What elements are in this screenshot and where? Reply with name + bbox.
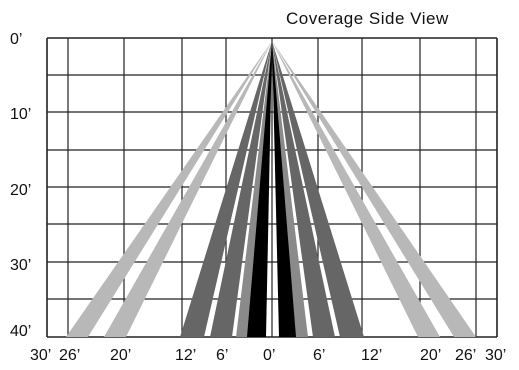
width-label-left-26: 26’ [59, 347, 80, 364]
depth-label-20: 20’ [10, 182, 31, 199]
beam-middle-left-2 [210, 41, 272, 337]
depth-label-10: 10’ [10, 106, 31, 123]
beam-outer-right-2 [272, 41, 440, 337]
width-label-right-26: 26’ [455, 347, 476, 364]
beam-inner-left [236, 41, 272, 337]
beam-middle-left-1 [180, 41, 272, 337]
depth-label-40: 40’ [10, 323, 31, 340]
width-label-right-6: 6’ [313, 347, 325, 364]
beam-outer-right-1 [272, 41, 476, 337]
beam-outer-left-1 [66, 41, 272, 337]
beam-inner-right [272, 41, 308, 337]
width-label-right-30: 30’ [485, 347, 506, 364]
diagram-title: Coverage Side View [286, 9, 449, 28]
depth-label-30: 30’ [10, 257, 31, 274]
depth-label-0: 0’ [10, 31, 22, 48]
grid [46, 37, 498, 338]
width-label-left-20: 20’ [110, 347, 131, 364]
width-label-left-6: 6’ [216, 347, 228, 364]
width-label-right-20: 20’ [420, 347, 441, 364]
width-label-center-0: 0’ [263, 347, 275, 364]
width-label-right-12: 12’ [361, 347, 382, 364]
beam-center-left [247, 41, 272, 337]
beam-outer-left-2 [104, 41, 272, 337]
beam-center-right [272, 41, 296, 337]
width-label-left-12: 12’ [175, 347, 196, 364]
beam-middle-right-1 [272, 41, 364, 337]
beam-pattern [66, 41, 476, 337]
width-label-left-30: 30’ [30, 347, 51, 364]
beam-middle-right-2 [272, 41, 335, 337]
